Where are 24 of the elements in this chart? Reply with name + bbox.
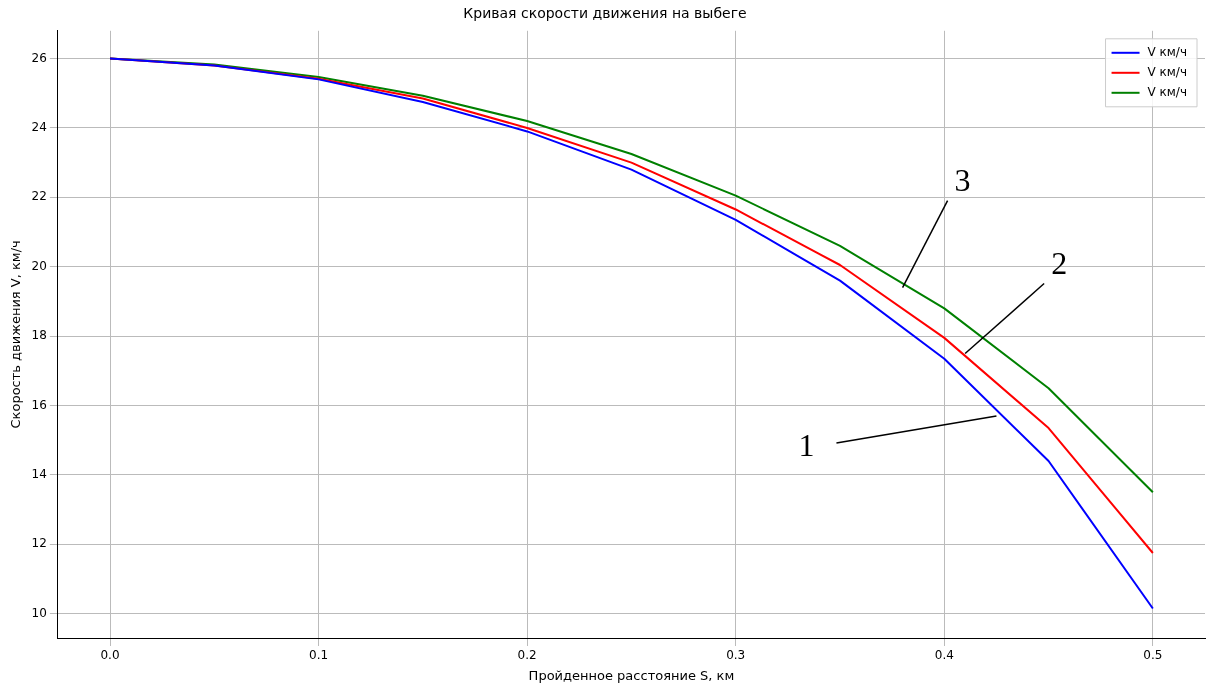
annotation: 3 (954, 161, 971, 198)
x-tick-label: 0.3 (726, 648, 746, 663)
legend-label: V км/ч (1147, 44, 1188, 59)
y-tick-label: 14 (31, 467, 47, 482)
y-tick-label: 12 (31, 536, 47, 551)
x-tick-label: 0.1 (309, 648, 329, 663)
y-tick-label: 16 (31, 397, 47, 412)
y-tick-label: 20 (31, 258, 47, 273)
annotation: 1 (798, 427, 815, 464)
legend-label: V км/ч (1147, 64, 1188, 79)
y-tick-label: 10 (31, 605, 47, 620)
x-tick-label: 0.0 (100, 648, 120, 663)
x-axis-title: Пройденное расстояние S, км (528, 667, 735, 683)
legend-label: V км/ч (1147, 84, 1188, 99)
y-tick-label: 22 (31, 189, 47, 204)
y-axis-title: Скорость движения V, км/ч (8, 240, 24, 429)
annotation: 2 (1051, 244, 1068, 281)
x-tick-label: 0.4 (934, 648, 954, 663)
x-tick-label: 0.5 (1143, 648, 1163, 663)
y-tick-label: 18 (31, 328, 47, 343)
chart-title: Кривая скорости движения на выбеге (463, 5, 747, 22)
y-tick-label: 26 (31, 50, 47, 65)
x-tick-label: 0.2 (517, 648, 537, 663)
y-tick-label: 24 (31, 120, 47, 135)
